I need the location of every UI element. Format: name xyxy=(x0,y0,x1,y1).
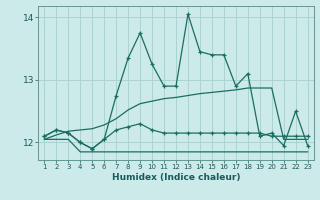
X-axis label: Humidex (Indice chaleur): Humidex (Indice chaleur) xyxy=(112,173,240,182)
